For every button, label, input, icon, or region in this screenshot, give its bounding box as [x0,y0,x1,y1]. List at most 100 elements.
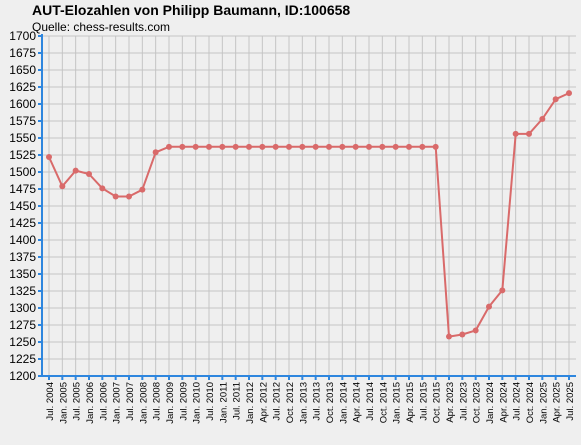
data-point [72,167,79,174]
data-point [272,143,279,150]
y-tick-label: 1450 [9,199,36,213]
data-point [419,143,426,150]
data-point [232,143,239,150]
data-point [499,287,506,294]
x-tick-label: Jul. 2010 [205,382,216,421]
x-tick-label: Jul. 2025 [565,382,576,421]
x-tick-label: Oct. 2024 [525,382,536,423]
data-point [259,143,266,150]
x-tick-label: Jul. 2011 [232,382,243,420]
y-tick-label: 1700 [9,29,36,43]
x-tick-label: Jul. 2006 [98,382,109,421]
y-tick-label: 1200 [9,369,36,383]
y-tick-label: 1375 [9,250,36,264]
x-tick-label: Jul. 2007 [125,382,136,421]
data-point [486,303,492,310]
x-tick-label: Oct. 2023 [472,382,483,423]
y-tick-label: 1225 [9,352,36,366]
y-tick-label: 1500 [9,165,36,179]
data-point [446,333,452,340]
x-tick-label: Jan. 2013 [298,382,309,424]
x-tick-label: Jul. 2013 [312,382,323,421]
x-tick-label: Jan. 2011 [218,382,229,423]
y-tick-label: 1625 [9,80,36,94]
x-tick-label: Apr. 2023 [445,382,456,423]
x-tick-label: Oct. 2014 [378,382,389,423]
data-point [352,143,359,150]
x-tick-label: Jul. 2009 [178,382,189,421]
x-tick-label: Apr. 2025 [552,382,563,423]
x-tick-label: Jan. 2024 [485,382,496,424]
data-point [406,143,412,150]
x-tick-label: Apr. 2014 [352,382,363,423]
x-tick-label: Apr. 2015 [405,382,416,423]
axes [38,34,576,380]
data-point [46,154,52,161]
data-point [512,130,519,137]
y-tick-label: 1525 [9,148,36,162]
data-point [99,185,106,192]
data-point [459,331,466,338]
y-tick-label: 1550 [9,131,36,145]
y-tick-labels: 1200 1225 1250 1275 1300 1325 1350 1375 1400 1425… [9,29,36,383]
data-point [472,327,479,334]
data-point [179,143,186,150]
series [46,90,572,340]
y-tick-label: 1650 [9,63,36,77]
data-point [432,143,439,150]
x-tick-label: Apr. 2024 [498,382,509,423]
y-tick-label: 1600 [9,97,36,111]
x-tick-label: Jan. 2012 [245,382,256,424]
x-tick-label: Jan. 2009 [165,382,176,424]
data-point [526,130,532,137]
y-tick-label: 1575 [9,114,36,128]
data-point [86,171,92,178]
y-tick-label: 1675 [9,46,36,60]
x-tick-label: Jul. 2004 [45,382,56,421]
data-point [379,143,386,150]
x-tick-label: Jul. 2023 [458,382,469,421]
grid [42,35,576,377]
y-tick-label: 1425 [9,216,36,230]
y-tick-label: 1400 [9,233,36,247]
data-point [192,143,199,150]
y-tick-label: 1475 [9,182,36,196]
x-tick-label: Jan. 2014 [338,382,349,424]
y-tick-label: 1350 [9,267,36,281]
x-tick-label: Jan. 2025 [538,382,549,424]
chart-subtitle: Quelle: chess-results.com [32,20,171,34]
x-tick-label: Jan. 2010 [192,382,203,424]
data-point [126,193,132,200]
x-tick-label: Jan. 2015 [392,382,403,424]
chart-title: AUT-Elozahlen von Philipp Baumann, ID:10… [32,2,351,18]
data-point [166,143,172,150]
data-point [299,143,306,150]
data-point [206,143,212,150]
x-tick-label: Jan. 2008 [138,382,149,424]
data-point [339,143,346,150]
data-point [59,183,66,190]
data-point [566,90,572,97]
data-point [392,143,399,150]
data-point [312,143,319,150]
data-point [152,149,159,156]
x-tick-label: Jul. 2012 [272,382,283,421]
x-tick-labels: Jul. 2004 Jan. 2005 Jul. 2005 Jan. 2006 Jul.… [45,382,576,424]
x-tick-label: Jul. 2008 [152,382,163,421]
data-point [366,143,372,150]
x-tick-label: Jan. 2005 [58,382,69,424]
data-point [112,193,119,200]
x-tick-label: Jan. 2006 [85,382,96,424]
data-point [326,143,332,150]
y-tick-label: 1300 [9,301,36,315]
series-line [48,92,570,338]
data-point [219,143,226,150]
x-tick-label: Oct. 2013 [325,382,336,423]
data-point [539,115,546,122]
x-tick-label: Jan. 2007 [112,382,123,424]
x-tick-label: Jul. 2005 [72,382,83,421]
data-point [246,143,252,150]
y-tick-label: 1325 [9,284,36,298]
x-tick-label: Jul. 2014 [365,382,376,421]
